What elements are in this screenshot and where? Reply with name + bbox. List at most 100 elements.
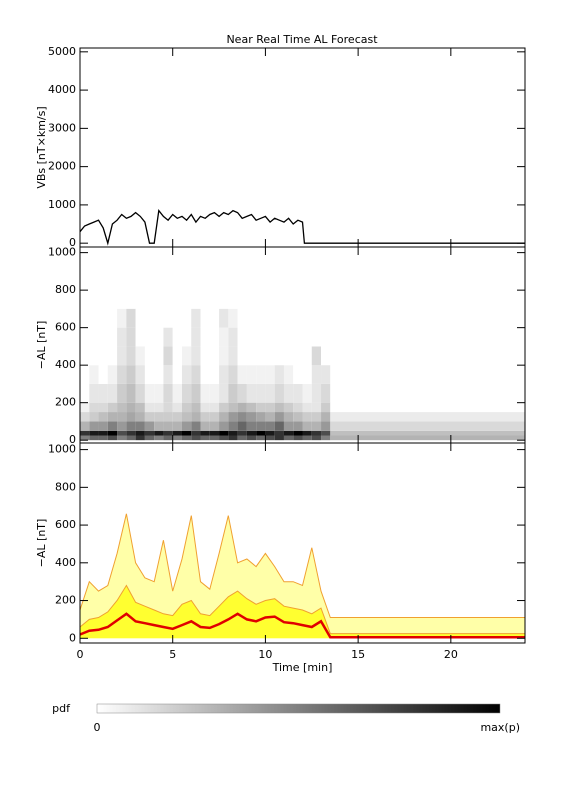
heat-cell <box>89 412 99 422</box>
heat-cell <box>107 308 118 328</box>
heat-cell <box>172 365 182 384</box>
heat-cell <box>321 383 331 403</box>
heat-cell <box>144 421 155 431</box>
heat-cell <box>274 365 284 384</box>
heat-cell <box>209 412 220 422</box>
heat-cell <box>191 327 201 347</box>
heat-cell <box>246 346 257 366</box>
heat-cell <box>154 346 164 366</box>
heat-cell <box>321 365 331 384</box>
heat-cell <box>219 365 229 384</box>
heat-cell <box>181 402 192 413</box>
heat-cell <box>80 421 90 431</box>
heat-cell <box>246 365 257 384</box>
heat-cell <box>228 412 238 422</box>
line <box>79 584 525 635</box>
y-tick-label: 800 <box>55 480 76 493</box>
heat-cell <box>163 383 173 403</box>
heat-cell <box>219 435 229 441</box>
heat-cell <box>228 327 238 347</box>
heat-cell <box>80 327 90 347</box>
heat-cell <box>228 402 238 413</box>
heat-cell <box>265 421 275 431</box>
heat-cell <box>293 430 303 436</box>
heat-cell <box>200 421 210 431</box>
heat-cell <box>256 346 266 366</box>
heat-cell <box>89 430 99 436</box>
heat-cell <box>209 308 220 328</box>
heat-cell <box>163 402 173 413</box>
heat-cell <box>209 383 220 403</box>
heat-cell <box>191 383 201 403</box>
heat-cell <box>256 435 266 441</box>
heat-cell <box>89 365 99 384</box>
heat-cell <box>126 412 136 422</box>
heat-cell <box>293 435 303 441</box>
heat-cell <box>144 308 155 328</box>
heat-cell <box>265 430 275 436</box>
heat-cell <box>107 383 118 403</box>
heat-cell <box>302 435 312 441</box>
heat-cell <box>311 402 322 413</box>
heat-cell <box>126 365 136 384</box>
heat-cell <box>98 365 108 384</box>
heat-cell <box>135 346 145 366</box>
heat-cell <box>209 435 220 441</box>
heat-cell <box>274 346 284 366</box>
heat-cell <box>89 346 99 366</box>
heat-cell <box>154 421 164 431</box>
heat-cell <box>283 383 294 403</box>
x-axis-label: Time [min] <box>272 661 333 674</box>
heat-cell <box>302 402 312 413</box>
heat-cell <box>209 346 220 366</box>
heat-cell <box>172 383 182 403</box>
heat-cell <box>200 308 210 328</box>
heat-cell <box>256 430 266 436</box>
heat-cell <box>144 435 155 441</box>
heat-cell <box>302 383 312 403</box>
heat-cell <box>135 435 145 441</box>
y-tick-label: 0 <box>69 433 76 446</box>
heat-cell <box>172 327 182 347</box>
heat-cell <box>191 412 201 422</box>
heat-cell <box>209 430 220 436</box>
heat-cell <box>117 421 127 431</box>
heat-cell <box>144 383 155 403</box>
heat-cell <box>135 383 145 403</box>
heat-cell <box>265 435 275 441</box>
heat-cell <box>172 435 182 441</box>
heat-cell <box>89 421 99 431</box>
heat-cell <box>228 308 238 328</box>
heat-cell <box>181 412 192 422</box>
heat-cell <box>98 402 108 413</box>
heat-cell <box>302 412 312 422</box>
heat-cell <box>330 430 525 436</box>
heat-cell <box>117 383 127 403</box>
heat-cell <box>228 435 238 441</box>
heat-cell <box>209 421 220 431</box>
heat-cell <box>98 383 108 403</box>
heat-cell <box>321 308 331 328</box>
heat-cell <box>191 430 201 436</box>
heat-cell <box>219 346 229 366</box>
heat-cell <box>107 430 118 436</box>
heat-cell <box>135 402 145 413</box>
heat-cell <box>219 421 229 431</box>
y-tick-label: 600 <box>55 518 76 531</box>
heat-cell <box>219 412 229 422</box>
heat-cell <box>321 430 331 436</box>
heat-cell <box>265 308 275 328</box>
heat-cell <box>107 365 118 384</box>
heat-cell <box>181 435 192 441</box>
heat-cell <box>172 308 182 328</box>
heat-cell <box>80 402 90 413</box>
heat-cell <box>237 430 247 436</box>
y-axis-label: −AL [nT] <box>35 519 48 568</box>
heat-cell <box>302 327 312 347</box>
heat-cell <box>144 412 155 422</box>
x-tick-label: 10 <box>258 648 272 661</box>
heat-cell <box>302 365 312 384</box>
heat-cell <box>135 421 145 431</box>
heat-cell <box>107 412 118 422</box>
heat-cell <box>154 430 164 436</box>
